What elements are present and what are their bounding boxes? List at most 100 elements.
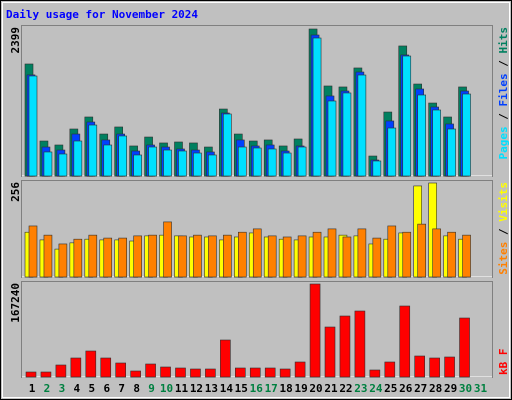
x-tick-label: 4: [74, 382, 81, 395]
bar: [369, 369, 381, 378]
bar: [387, 225, 397, 278]
bar: [417, 94, 427, 177]
bar: [447, 231, 456, 278]
bar: [297, 235, 307, 278]
bar: [28, 75, 38, 177]
legend-entry: Hits: [497, 27, 510, 54]
bar: [103, 144, 113, 177]
bar: [264, 367, 276, 378]
bar: [342, 92, 352, 177]
bar: [462, 234, 471, 278]
x-tick-label: 29: [444, 382, 457, 395]
legend: kB F: [497, 349, 510, 376]
bar: [249, 367, 261, 378]
bar: [178, 150, 187, 177]
bar: [417, 223, 427, 278]
bar: [58, 243, 68, 278]
bar: [342, 236, 352, 278]
bar: [238, 231, 247, 278]
bar: [372, 160, 382, 177]
bar: [118, 135, 127, 177]
x-tick-label: 2: [44, 382, 51, 395]
bar: [220, 339, 231, 378]
x-tick-label: 24: [369, 382, 383, 395]
legend-separator: /: [497, 107, 510, 127]
bar: [175, 367, 186, 378]
bar: [58, 153, 68, 177]
bar: [73, 140, 83, 177]
legend-entry: Pages: [497, 126, 510, 159]
bar: [309, 283, 321, 378]
x-tick-label: 1: [29, 382, 36, 395]
x-tick-label: 23: [354, 382, 367, 395]
x-tick-label: 5: [88, 382, 95, 395]
bar: [205, 368, 216, 378]
bar: [43, 234, 53, 278]
bar: [267, 148, 277, 177]
bar: [28, 225, 38, 278]
x-tick-label: 7: [118, 382, 125, 395]
x-tick-label: 6: [103, 382, 110, 395]
bar: [148, 234, 157, 278]
x-tick-label: 12: [190, 382, 203, 395]
bar: [133, 235, 142, 278]
bar: [85, 350, 97, 378]
bar: [384, 361, 396, 378]
chart-title: Daily usage for November 2024: [6, 8, 198, 21]
bar: [115, 362, 126, 378]
bar: [324, 326, 336, 378]
bar: [279, 368, 291, 378]
bar: [238, 146, 247, 177]
bar: [223, 234, 232, 278]
bar: [148, 146, 157, 177]
bar: [429, 357, 440, 378]
bar: [163, 221, 172, 278]
bar: [312, 37, 322, 177]
x-tick-label: 8: [133, 382, 140, 395]
bar: [432, 109, 441, 177]
bar: [372, 237, 382, 278]
x-tick-label: 11: [175, 382, 189, 395]
bar: [402, 55, 412, 177]
bar: [178, 235, 187, 278]
legend-separator: /: [497, 222, 510, 242]
legend-separator: /: [497, 54, 510, 74]
legend-entry: Visits: [497, 182, 510, 222]
bar: [208, 154, 217, 177]
x-tick-label: 28: [429, 382, 442, 395]
bar: [163, 149, 172, 177]
x-tick-label: 14: [220, 382, 234, 395]
legend-entry: kB F: [497, 349, 510, 376]
bar: [70, 357, 82, 378]
bar: [118, 237, 127, 278]
x-tick-label: 22: [339, 382, 352, 395]
bar: [414, 355, 426, 378]
bar: [462, 93, 471, 177]
bar: [193, 234, 202, 278]
y-tick-label: 2399: [9, 27, 22, 54]
bar: [357, 74, 367, 177]
y-tick-label: 256: [9, 182, 22, 202]
x-tick-label: 26: [399, 382, 413, 395]
bar: [327, 228, 337, 278]
x-tick-label: 20: [309, 382, 322, 395]
x-tick-label: 31: [474, 382, 488, 395]
bar: [55, 364, 67, 378]
x-tick-label: 21: [324, 382, 338, 395]
bar: [252, 228, 262, 278]
x-tick-label: 3: [59, 382, 66, 395]
bar: [282, 152, 292, 177]
bar: [25, 371, 37, 378]
legend: Pages / Files / Hits: [497, 27, 510, 160]
bar: [190, 368, 201, 378]
legend-entry: Sites: [497, 242, 510, 275]
bar: [223, 113, 232, 177]
bar: [357, 228, 367, 278]
legend: Sites / Visits: [497, 182, 510, 275]
bar: [327, 100, 337, 177]
bar: [208, 235, 217, 278]
bar: [88, 124, 98, 177]
x-tick-label: 15: [235, 382, 248, 395]
bar: [43, 151, 53, 177]
bar: [447, 128, 456, 177]
